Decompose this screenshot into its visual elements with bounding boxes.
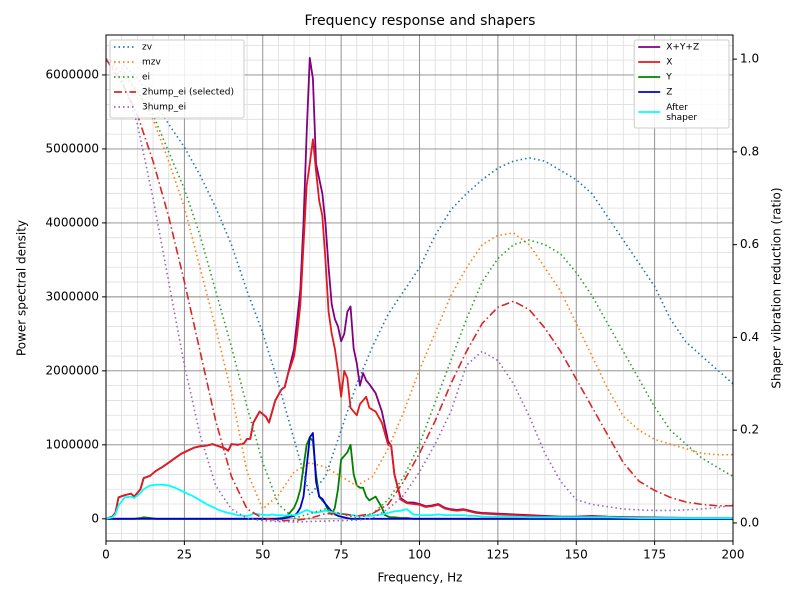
legend-label: X	[666, 58, 672, 68]
y2-tick-label: 0.4	[740, 330, 759, 344]
legend-label: After shaper	[666, 103, 697, 123]
series-line	[106, 138, 733, 520]
y2-tick-label: 0.0	[740, 515, 759, 529]
legend: X+Y+Z XYZ After shaper	[633, 39, 730, 129]
series-line	[106, 58, 733, 522]
x-tick-label: 150	[565, 548, 588, 562]
legend-label: X+Y+Z	[666, 43, 699, 53]
y2-tick-label: 1.0	[740, 52, 759, 66]
y-tick-label: 5000000	[46, 141, 99, 155]
legend-label: mzv	[142, 58, 161, 68]
series-line	[106, 58, 733, 520]
x-axis-label: Frequency, Hz	[378, 571, 463, 585]
y-axis-label: Power spectral density	[15, 220, 29, 356]
legend-label: zv	[142, 43, 153, 53]
y-tick-label: 6000000	[46, 67, 99, 81]
series-line	[106, 483, 733, 520]
legend-label: Z	[666, 88, 672, 98]
x-tick-label: 0	[102, 548, 110, 562]
x-tick-label: 75	[333, 548, 348, 562]
legend: zv mzv ei 2hump_ei (selected) 3hump_ei	[109, 39, 245, 119]
x-tick-label: 100	[408, 548, 431, 562]
y-tick-label: 0	[91, 511, 99, 525]
y2-axis-label: Shaper vibration reduction (ratio)	[770, 187, 784, 388]
legend-label: 2hump_ei (selected)	[142, 88, 234, 98]
chart-title: Frequency response and shapers	[305, 13, 536, 29]
y2-tick-label: 0.6	[740, 237, 759, 251]
y-tick-label: 1000000	[46, 437, 99, 451]
legend-label: 3hump_ei	[142, 103, 186, 113]
series-line	[106, 432, 733, 520]
plot-lines	[106, 57, 733, 523]
x-tick-label: 25	[177, 548, 192, 562]
x-tick-label: 175	[643, 548, 666, 562]
y-tick-label: 2000000	[46, 363, 99, 377]
legend-label: Y	[665, 73, 672, 83]
legend-label: ei	[142, 73, 150, 83]
axes: 0 25 50 75 100 125 150 175 200 0 1000000 2000000 300…	[46, 52, 760, 562]
x-tick-label: 125	[486, 548, 509, 562]
y2-tick-label: 0.2	[740, 423, 759, 437]
y-tick-label: 3000000	[46, 289, 99, 303]
x-tick-label: 200	[722, 548, 745, 562]
y-tick-label: 4000000	[46, 215, 99, 229]
x-tick-label: 50	[255, 548, 270, 562]
y2-tick-label: 0.8	[740, 144, 759, 158]
legend-box	[109, 39, 245, 119]
series-line	[106, 58, 733, 510]
